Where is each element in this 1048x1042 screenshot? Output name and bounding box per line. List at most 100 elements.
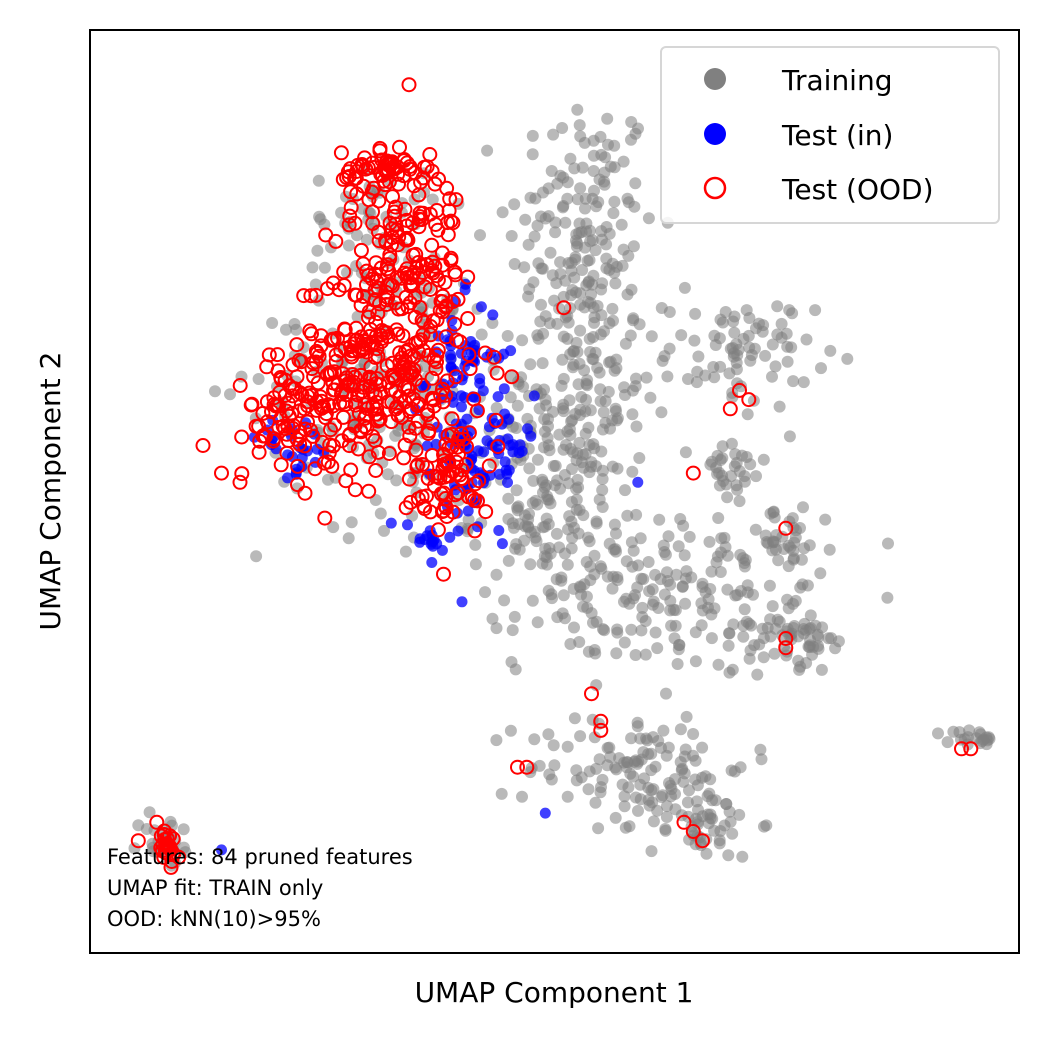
point-test-ood <box>318 227 334 243</box>
point-test-ood <box>461 347 477 363</box>
point-training <box>588 644 601 656</box>
point-training <box>322 473 334 486</box>
point-training <box>609 277 622 290</box>
point-training <box>582 421 595 434</box>
point-test-ood <box>439 373 455 389</box>
point-test-ood <box>161 838 177 854</box>
point-test-ood <box>488 412 504 428</box>
point-training <box>625 623 638 636</box>
point-test-ood <box>442 191 458 207</box>
point-training <box>642 212 655 225</box>
legend-label-test-in: Test (in) <box>781 119 893 152</box>
point-training <box>475 328 488 341</box>
point-training <box>426 193 439 206</box>
point-training <box>518 261 531 274</box>
point-test-ood <box>424 163 440 179</box>
point-training <box>565 515 578 528</box>
point-training <box>626 408 639 421</box>
point-training <box>760 819 773 832</box>
point-training <box>628 200 641 213</box>
point-training <box>327 521 340 534</box>
point-training <box>495 787 508 800</box>
annotation-text-block: Features: 84 pruned features UMAP fit: T… <box>107 845 413 931</box>
point-training <box>728 310 741 323</box>
point-test-ood <box>425 265 441 281</box>
point-training <box>502 492 515 505</box>
point-test-ood <box>399 155 415 171</box>
point-test-in <box>462 505 474 517</box>
point-test-in <box>493 525 505 536</box>
point-training <box>325 241 337 254</box>
point-training <box>707 361 720 373</box>
point-training <box>548 759 561 772</box>
point-training <box>829 642 842 655</box>
point-training <box>662 741 675 754</box>
point-training <box>709 794 722 807</box>
point-training <box>766 338 779 351</box>
point-test-ood <box>584 686 599 702</box>
point-test-ood <box>396 450 412 466</box>
point-test-ood <box>335 409 351 425</box>
point-test-in <box>456 596 468 608</box>
point-training <box>600 238 613 251</box>
point-training <box>209 385 221 398</box>
point-training <box>679 446 692 459</box>
point-test-in <box>414 533 426 545</box>
point-test-ood <box>504 369 520 385</box>
point-training <box>591 361 604 374</box>
point-training <box>598 178 611 191</box>
point-test-ood <box>422 147 438 162</box>
point-training <box>556 353 569 366</box>
point-test-ood <box>443 250 459 266</box>
point-test-ood <box>354 339 369 355</box>
point-training <box>490 734 503 747</box>
point-training <box>508 610 521 623</box>
point-training <box>788 536 801 549</box>
point-test-ood <box>369 401 385 417</box>
point-training <box>815 362 827 375</box>
point-test-ood <box>403 278 419 294</box>
point-training <box>608 161 621 174</box>
point-test-ood <box>317 510 333 526</box>
point-training <box>542 728 555 741</box>
point-test-ood <box>406 391 421 407</box>
point-training <box>526 497 539 509</box>
point-test-ood <box>383 277 398 292</box>
point-training <box>557 589 570 602</box>
point-training <box>474 229 486 242</box>
point-test-ood <box>324 458 340 474</box>
point-test-ood <box>367 433 383 449</box>
point-training <box>537 521 550 534</box>
point-test-in <box>539 807 551 819</box>
point-test-ood <box>269 397 285 413</box>
point-test-ood <box>270 347 285 363</box>
point-training <box>652 735 665 747</box>
point-training <box>381 468 394 481</box>
point-training <box>580 393 592 406</box>
point-test-in <box>455 390 467 402</box>
point-training <box>692 350 705 363</box>
point-test-in <box>385 517 397 529</box>
point-training <box>561 790 574 803</box>
point-test-ood <box>287 381 303 397</box>
point-training <box>731 483 744 496</box>
point-test-ood <box>334 386 349 402</box>
point-test-ood <box>414 377 430 393</box>
point-test-ood <box>318 410 333 426</box>
point-training <box>635 624 648 637</box>
point-test-ood <box>338 473 354 489</box>
point-training <box>573 217 586 230</box>
point-training <box>551 317 564 330</box>
point-training <box>983 732 996 745</box>
point-training <box>645 845 658 858</box>
point-training <box>713 466 726 479</box>
point-training <box>621 509 634 522</box>
point-test-ood <box>427 258 443 274</box>
point-training <box>592 196 605 209</box>
point-test-ood <box>410 255 426 270</box>
point-training <box>696 577 709 590</box>
point-training <box>571 473 584 486</box>
point-training <box>953 726 966 739</box>
point-training <box>311 244 324 257</box>
point-test-ood <box>421 423 437 439</box>
